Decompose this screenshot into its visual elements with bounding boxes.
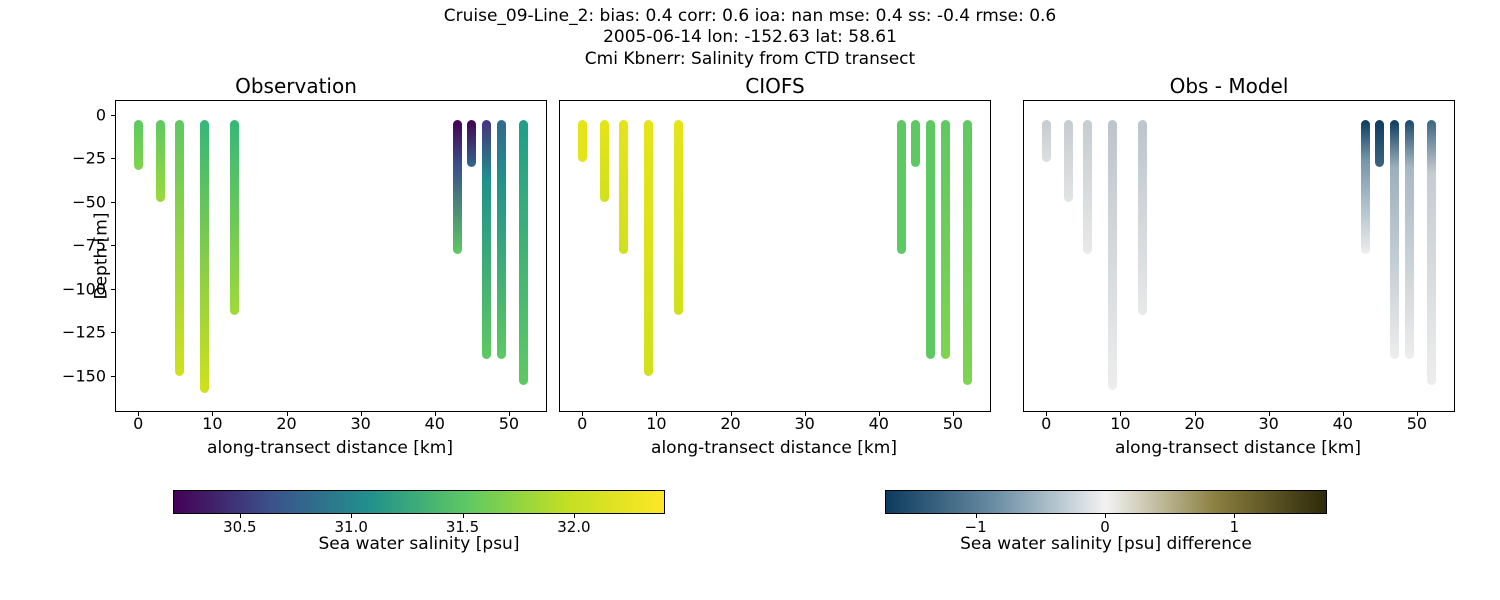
transect-profile [519,120,528,385]
xtick-label: 40 [1333,414,1353,433]
xlabel-0: along-transect distance [km] [115,438,545,458]
xlabel-2: along-transect distance [km] [1023,438,1453,458]
colorbar-tick: 30.5 [223,518,256,536]
transect-profile [1042,120,1051,162]
plot-observation: Depth [m] 010203040500−25−50−75−100−125−… [115,100,547,412]
transect-profile [134,120,143,171]
colorbar-tick: 31.5 [446,518,479,536]
colorbar-salinity: 30.5 31.0 31.5 32.0 Sea water salinity [psu… [173,490,665,554]
xtick-label: 20 [1184,414,1204,433]
ytick-label: −100 [62,279,106,298]
transect-profile [578,120,587,162]
colorbar-tick: 0 [1100,518,1110,536]
transect-profile [1390,120,1399,359]
xtick-label: 40 [869,414,889,433]
xtick-label: 50 [943,414,963,433]
title-line-2: 2005-06-14 lon: -152.63 lat: 58.61 [0,27,1500,48]
panel-diff: Obs - Model 01020304050 along-transect d… [1003,74,1455,458]
transect-profile [230,120,239,315]
transect-profile [175,120,184,376]
transect-profile [482,120,491,359]
xtick-label: 0 [133,414,143,433]
colorbar-tick: 31.0 [334,518,367,536]
plot-diff: 01020304050 [1023,100,1455,412]
xtick-label: 10 [202,414,222,433]
transect-profile [941,120,950,359]
transect-profile [467,120,476,167]
colorbars-row: 30.5 31.0 31.5 32.0 Sea water salinity [psu… [0,490,1500,554]
transect-profile [1064,120,1073,202]
ytick-label: −150 [62,366,106,385]
xlabel-1: along-transect distance [km] [559,438,989,458]
transect-profile [1375,120,1384,167]
panel-title-diff: Obs - Model [1003,74,1455,98]
ytick-label: −125 [62,323,106,342]
xtick-label: 10 [1110,414,1130,433]
xtick-label: 0 [577,414,587,433]
colorbar-salinity-bar [173,490,665,514]
transect-profile [1405,120,1414,359]
transect-profile [897,120,906,254]
plot-ciofs: 01020304050 [559,100,991,412]
xtick-label: 20 [720,414,740,433]
xtick-label: 30 [794,414,814,433]
panel-ciofs: CIOFS 01020304050 along-transect distanc… [559,74,991,458]
xtick-label: 50 [1407,414,1427,433]
title-line-1: Cruise_09-Line_2: bias: 0.4 corr: 0.6 io… [0,6,1500,27]
xtick-label: 40 [425,414,445,433]
title-line-3: Cmi Kbnerr: Salinity from CTD transect [0,49,1500,70]
ytick-label: −25 [72,149,106,168]
colorbar-diff-ticks: −1 0 1 [885,514,1325,534]
colorbar-diff-label: Sea water salinity [psu] difference [885,534,1327,554]
transect-profile [600,120,609,202]
ytick-label: −50 [72,192,106,211]
colorbar-salinity-ticks: 30.5 31.0 31.5 32.0 [173,514,663,534]
ytick-label: −75 [72,236,106,255]
xtick-label: 50 [499,414,519,433]
colorbar-tick: 1 [1230,518,1240,536]
panel-title-observation: Observation [45,74,547,98]
panel-observation: Observation Depth [m] 010203040500−25−50… [45,74,547,458]
xtick-label: 10 [646,414,666,433]
colorbar-tick: 32.0 [557,518,590,536]
transect-profile [1108,120,1117,390]
panel-title-ciofs: CIOFS [559,74,991,98]
transect-profile [674,120,683,315]
transect-profile [1427,120,1436,385]
transect-profile [911,120,920,167]
figure-suptitle: Cruise_09-Line_2: bias: 0.4 corr: 0.6 io… [0,0,1500,70]
transect-profile [1138,120,1147,315]
xtick-label: 30 [350,414,370,433]
transect-profile [619,120,628,254]
colorbar-diff-bar [885,490,1327,514]
transect-profile [963,120,972,385]
transect-profile [200,120,209,393]
transect-profile [497,120,506,359]
panels-row: Observation Depth [m] 010203040500−25−50… [0,74,1500,458]
colorbar-diff: −1 0 1 Sea water salinity [psu] difference [885,490,1327,554]
xtick-label: 20 [276,414,296,433]
xtick-label: 30 [1258,414,1278,433]
colorbar-salinity-label: Sea water salinity [psu] [173,534,665,554]
transect-profile [1361,120,1370,254]
transect-profile [644,120,653,376]
ytick-label: 0 [96,105,106,124]
transect-profile [156,120,165,202]
transect-profile [453,120,462,254]
transect-profile [1083,120,1092,254]
transect-profile [926,120,935,359]
colorbar-tick: −1 [965,518,987,536]
xtick-label: 0 [1041,414,1051,433]
